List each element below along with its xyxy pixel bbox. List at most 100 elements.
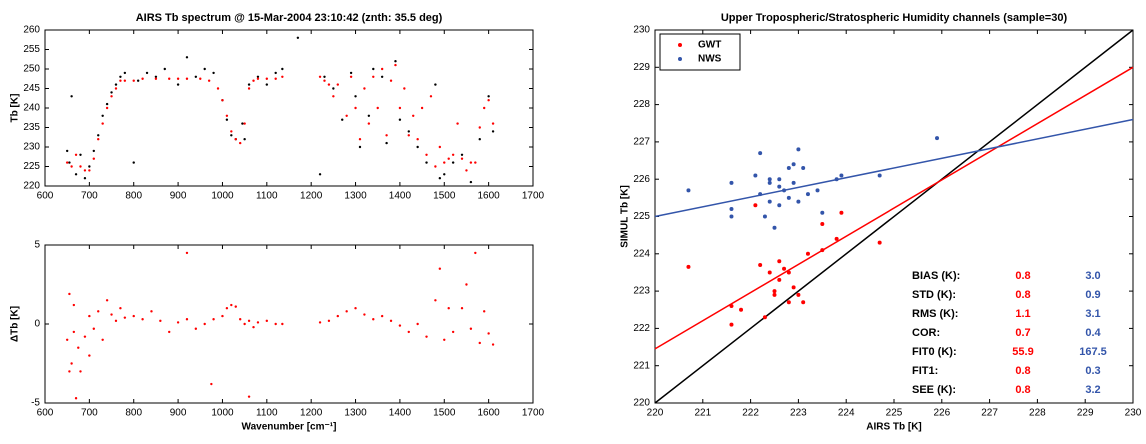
x-tick-label: 1500: [433, 191, 456, 202]
data-point: [123, 79, 127, 82]
data-point: [483, 106, 486, 110]
data-point: [367, 114, 371, 118]
data-point: [767, 270, 772, 275]
data-point: [199, 77, 202, 80]
x-tick-label: 220: [647, 408, 664, 419]
data-point: [74, 173, 78, 176]
data-point: [194, 75, 198, 79]
data-point: [443, 161, 446, 164]
data-point: [243, 322, 246, 326]
data-point: [327, 83, 331, 86]
stat-cell: 0.4: [1085, 327, 1101, 339]
data-point: [491, 343, 495, 346]
data-point: [256, 77, 260, 80]
data-point: [465, 169, 468, 172]
fit-line: [654, 29, 1134, 404]
data-point: [123, 71, 127, 75]
y-tick-label: 223: [633, 286, 650, 297]
data-point: [281, 67, 284, 71]
data-point: [358, 138, 362, 141]
data-point: [782, 188, 787, 193]
data-point: [354, 95, 357, 98]
y-tick-label: 260: [23, 25, 40, 36]
data-point: [92, 327, 96, 330]
data-point: [474, 161, 477, 164]
data-point: [230, 134, 233, 137]
data-point: [132, 79, 135, 82]
data-point: [252, 79, 255, 82]
legend-box: [659, 33, 741, 71]
data-point: [796, 147, 801, 152]
data-point: [412, 114, 415, 118]
x-tick-label: 600: [37, 408, 54, 419]
data-point: [443, 173, 446, 176]
data-point: [729, 207, 734, 212]
data-point: [376, 106, 379, 110]
data-point: [105, 102, 109, 106]
x-tick-label: 1500: [433, 408, 456, 419]
data-point: [225, 307, 229, 310]
legend-label: GWT: [698, 40, 721, 51]
data-point: [460, 307, 464, 310]
y-tick-label: 250: [23, 64, 40, 75]
data-point: [65, 149, 69, 153]
x-tick-label: 224: [838, 408, 855, 419]
data-point: [460, 157, 464, 160]
data-point: [88, 165, 91, 168]
data-point: [132, 314, 135, 318]
data-point: [252, 325, 255, 329]
y-tick-label: 230: [23, 142, 40, 153]
data-point: [456, 122, 459, 125]
data-point: [168, 77, 171, 80]
data-point: [429, 95, 433, 98]
data-point: [176, 77, 180, 80]
data-point: [92, 157, 96, 160]
data-point: [97, 134, 100, 137]
data-point: [777, 184, 782, 189]
data-point: [68, 370, 71, 373]
data-point: [243, 122, 246, 125]
y-tick-label: 227: [633, 137, 650, 148]
data-point: [739, 307, 744, 312]
data-point: [935, 136, 940, 141]
data-point: [425, 335, 428, 338]
data-point: [274, 71, 277, 75]
data-point: [332, 87, 335, 90]
data-point: [877, 240, 882, 245]
x-tick-label: 1300: [344, 191, 367, 202]
data-point: [358, 145, 362, 149]
data-point: [777, 277, 782, 282]
data-point: [79, 165, 82, 168]
data-point: [274, 77, 277, 80]
data-point: [239, 318, 242, 321]
data-point: [132, 161, 135, 164]
fit-line: [654, 66, 1134, 350]
data-point: [839, 210, 844, 215]
data-point: [772, 225, 777, 230]
data-point: [114, 83, 118, 86]
stat-cell: FIT1:: [912, 365, 938, 377]
data-point: [323, 79, 326, 82]
data-point: [753, 203, 758, 208]
y-tick-label: 5: [34, 240, 40, 251]
data-point: [451, 330, 455, 334]
data-point: [119, 307, 122, 310]
data-point: [68, 161, 71, 164]
data-point: [318, 321, 322, 324]
data-point: [154, 77, 158, 80]
data-point: [256, 321, 260, 324]
data-point: [281, 322, 284, 326]
data-point: [341, 118, 344, 121]
data-point: [380, 314, 384, 318]
x-tick-label: 222: [742, 408, 759, 419]
data-point: [234, 138, 237, 141]
data-point: [820, 210, 825, 215]
data-point: [801, 166, 806, 171]
data-point: [460, 153, 464, 156]
y-tick-label: 229: [633, 62, 650, 73]
data-point: [767, 199, 772, 204]
y-tick-label: 221: [633, 360, 650, 371]
stat-cell: 0.3: [1085, 365, 1100, 377]
y-tick-label: 224: [633, 248, 650, 259]
